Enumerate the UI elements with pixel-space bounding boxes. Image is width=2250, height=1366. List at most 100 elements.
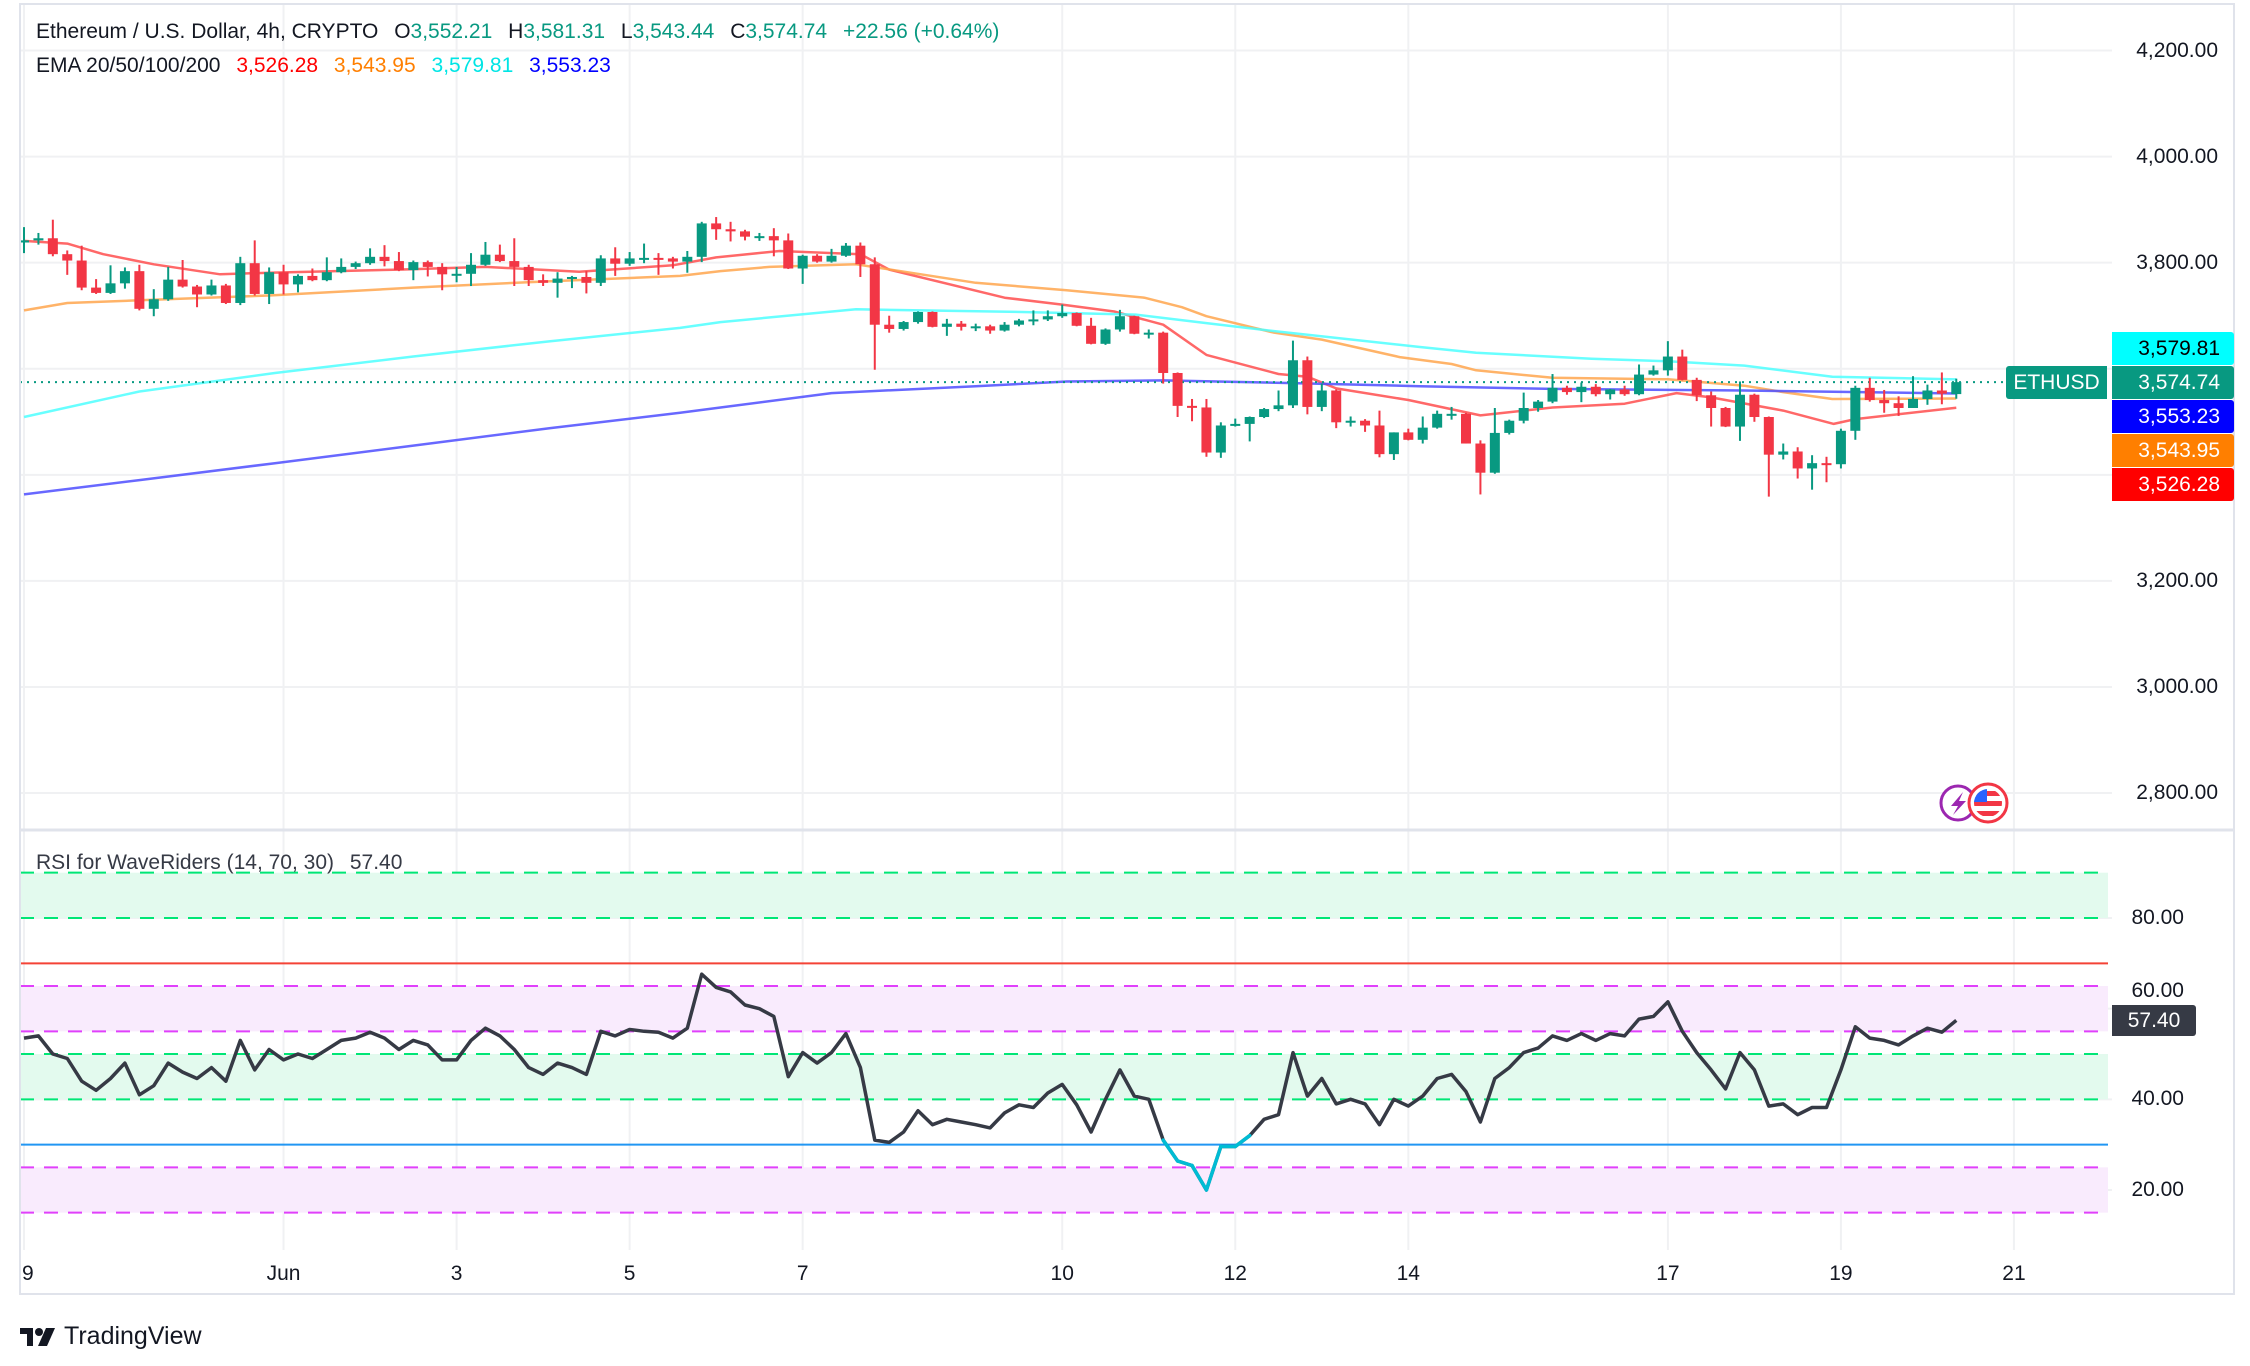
candle-body <box>566 276 577 279</box>
rsi-line <box>23 972 1958 1192</box>
candle-body <box>62 254 73 261</box>
candle <box>451 266 462 283</box>
candle <box>1749 393 1760 422</box>
candle-body <box>148 299 159 309</box>
candle <box>927 311 938 328</box>
candle-body <box>134 271 145 309</box>
symbol-legend[interactable]: Ethereum / U.S. Dollar, 4h, CRYPTO O3,55… <box>36 19 999 45</box>
candle-body <box>1951 382 1962 395</box>
candle-body <box>1835 430 1846 465</box>
candle <box>1201 398 1212 457</box>
candle <box>1662 341 1673 376</box>
candle <box>480 241 491 266</box>
candle-body <box>1461 413 1471 444</box>
high-value: 3,581.31 <box>523 20 606 43</box>
candle <box>1158 331 1169 384</box>
candle <box>1720 406 1731 428</box>
rsi-bands <box>20 871 2108 1214</box>
ema100-value: 3,579.81 <box>431 54 514 77</box>
candle-body <box>1792 451 1803 469</box>
candle <box>1807 455 1818 490</box>
candle <box>523 264 534 286</box>
candle <box>1821 456 1832 483</box>
candle-body <box>1720 407 1731 427</box>
candle <box>1835 428 1846 469</box>
time-axis-label: 3 <box>450 1262 463 1285</box>
candle <box>1864 377 1875 402</box>
candle <box>1533 400 1544 412</box>
candle-body <box>1187 405 1198 408</box>
rsi-band-fill <box>20 872 2108 918</box>
candle-body <box>855 245 866 265</box>
candle-body <box>1821 463 1832 466</box>
candle <box>1879 389 1890 413</box>
candle-body <box>552 278 563 283</box>
candle <box>768 228 779 257</box>
candles <box>19 217 1962 497</box>
candle-body <box>1706 395 1717 408</box>
candle <box>1230 418 1241 427</box>
candle <box>1057 304 1068 318</box>
tradingview-logo[interactable]: TradingView <box>20 1322 202 1351</box>
candle <box>1518 392 1529 424</box>
candle <box>350 261 361 270</box>
time-axis-label: 7 <box>796 1262 809 1285</box>
ema50-value: 3,543.95 <box>333 54 416 77</box>
candle-body <box>1518 407 1529 421</box>
candle <box>1706 391 1717 427</box>
candle-body <box>812 255 823 262</box>
candle <box>1086 317 1097 345</box>
candle-body <box>19 240 29 243</box>
rsi-value: 57.40 <box>349 851 403 874</box>
candle <box>1071 312 1082 327</box>
ema-legend[interactable]: EMA 20/50/100/200 3,526.28 3,543.95 3,57… <box>36 53 611 79</box>
candle <box>855 242 866 277</box>
candle-body <box>653 257 664 260</box>
candle <box>941 318 952 336</box>
candle-body <box>393 261 404 271</box>
ema20-line <box>23 239 1957 426</box>
candle <box>956 321 967 331</box>
candle <box>408 260 419 281</box>
us-flag-event-icon[interactable] <box>1967 782 2009 824</box>
candle <box>437 263 448 291</box>
candle <box>393 252 404 272</box>
candle-body <box>1734 394 1745 427</box>
candle-body <box>999 324 1010 331</box>
candle-body <box>336 266 347 273</box>
rsi-band-fill <box>20 1053 2108 1100</box>
candle <box>509 238 520 286</box>
candle-body <box>1893 403 1904 408</box>
candle <box>19 227 29 254</box>
rsi-legend[interactable]: RSI for WaveRiders (14, 70, 30) 57.40 <box>36 850 402 876</box>
candle-body <box>1316 390 1327 407</box>
candle-body <box>119 271 130 284</box>
candle <box>177 260 188 288</box>
candle <box>1908 376 1919 408</box>
event-icons[interactable] <box>1939 782 2009 824</box>
candle-body <box>1432 413 1443 428</box>
candle-body <box>1042 316 1053 320</box>
candle-body <box>451 273 462 276</box>
close-label: C <box>730 20 746 43</box>
candle <box>1331 389 1342 429</box>
candle <box>566 275 577 289</box>
candle-body <box>307 275 318 281</box>
candle-body <box>970 326 981 329</box>
candle-body <box>941 323 952 327</box>
rsi-band-fill <box>20 985 2108 1032</box>
candle <box>278 264 289 295</box>
candle <box>754 232 765 241</box>
time-axis-label: 19 <box>1829 1262 1853 1285</box>
ema-label: EMA 20/50/100/200 <box>36 54 221 77</box>
price-axis-label: 4,200.00 <box>2136 38 2218 62</box>
candle <box>797 254 808 284</box>
candle-body <box>826 255 837 262</box>
candle <box>1446 406 1457 420</box>
candle <box>148 289 159 317</box>
candle <box>1287 340 1298 408</box>
candle-body <box>1143 332 1154 335</box>
candle-body <box>1259 409 1270 418</box>
tradingview-logo-icon <box>20 1327 55 1346</box>
